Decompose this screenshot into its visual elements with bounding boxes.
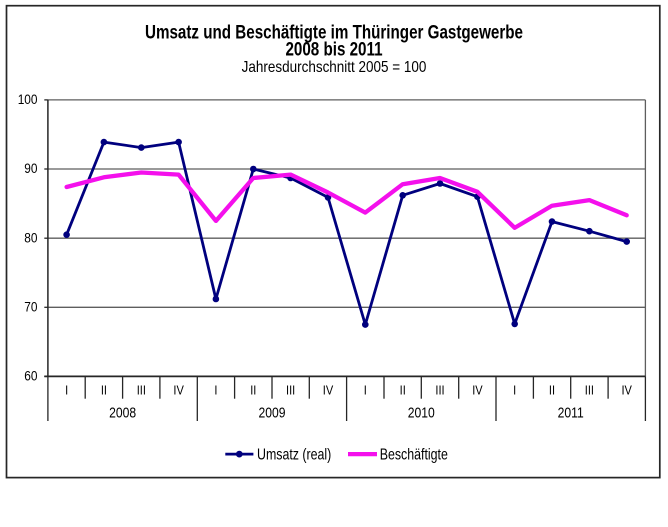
svg-text:Beschäftigte: Beschäftigte bbox=[380, 445, 448, 463]
svg-text:III: III bbox=[286, 383, 295, 398]
svg-text:60: 60 bbox=[24, 368, 37, 384]
svg-text:II: II bbox=[549, 383, 555, 398]
svg-text:IV: IV bbox=[323, 383, 333, 398]
svg-text:I: I bbox=[214, 383, 217, 398]
svg-text:2011: 2011 bbox=[558, 404, 584, 420]
svg-text:III: III bbox=[137, 383, 146, 398]
svg-text:2009: 2009 bbox=[259, 404, 286, 420]
svg-text:2008: 2008 bbox=[109, 404, 136, 420]
svg-text:80: 80 bbox=[24, 230, 37, 246]
svg-text:100: 100 bbox=[18, 91, 38, 107]
svg-text:III: III bbox=[585, 383, 594, 398]
svg-text:Umsatz (real): Umsatz (real) bbox=[257, 445, 331, 463]
svg-text:III: III bbox=[435, 383, 444, 398]
svg-text:II: II bbox=[101, 383, 107, 398]
svg-text:IV: IV bbox=[173, 383, 183, 398]
svg-text:70: 70 bbox=[24, 299, 37, 315]
svg-text:I: I bbox=[364, 383, 367, 398]
svg-text:90: 90 bbox=[24, 160, 37, 176]
svg-text:IV: IV bbox=[472, 383, 482, 398]
svg-text:II: II bbox=[400, 383, 406, 398]
svg-text:I: I bbox=[65, 383, 68, 398]
svg-text:2008 bis 2011: 2008 bis 2011 bbox=[285, 38, 382, 60]
svg-text:II: II bbox=[250, 383, 256, 398]
svg-text:IV: IV bbox=[621, 383, 631, 398]
svg-text:2010: 2010 bbox=[408, 404, 435, 420]
svg-text:I: I bbox=[513, 383, 516, 398]
svg-text:Jahresdurchschnitt 2005 = 100: Jahresdurchschnitt 2005 = 100 bbox=[242, 59, 427, 76]
svg-text:Umsatz und Beschäftigte im Thü: Umsatz und Beschäftigte im Thüringer Gas… bbox=[145, 21, 523, 43]
